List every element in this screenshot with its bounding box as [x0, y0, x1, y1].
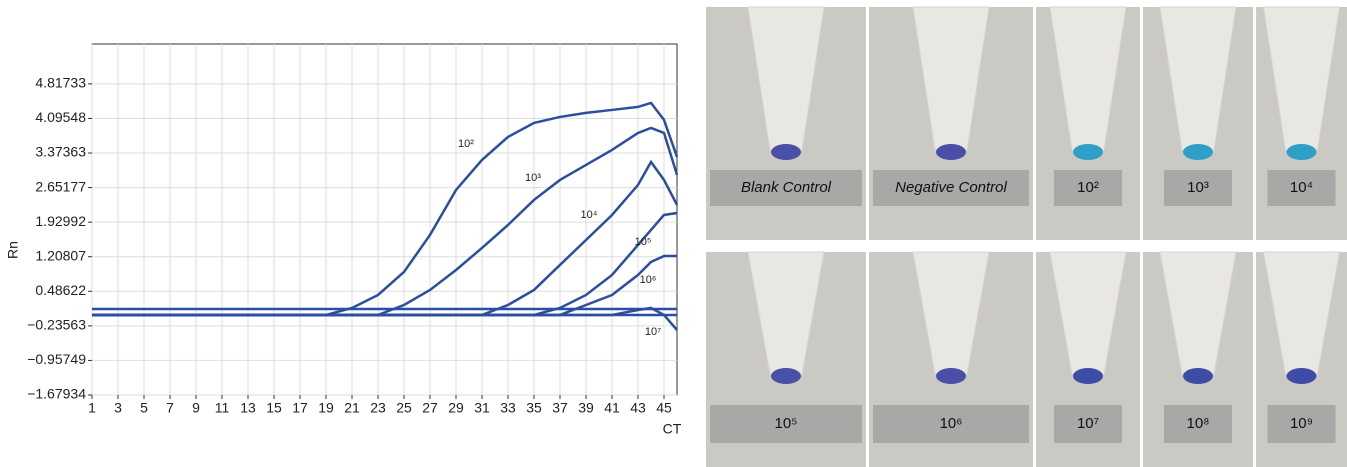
tube-liquid [1073, 144, 1103, 160]
y-tick-label: 2.65177 [35, 178, 86, 194]
x-tick-label: 17 [292, 400, 308, 416]
label-box [1054, 170, 1122, 206]
photo-label: 10⁹ [1290, 415, 1313, 432]
x-tick-label: 23 [370, 400, 386, 416]
tube-liquid [1286, 144, 1317, 160]
y-tick-label: 3.37363 [35, 144, 86, 160]
x-tick-label: 11 [215, 400, 230, 416]
tube-liquid [1286, 368, 1317, 384]
tube-liquid [1183, 368, 1213, 384]
x-tick-label: 21 [344, 400, 360, 416]
y-tick-label: 1.20807 [35, 247, 86, 263]
x-tick-label: 33 [500, 400, 516, 416]
y-tick-label: −0.23563 [27, 317, 86, 333]
y-tick-label: 1.92992 [35, 213, 86, 229]
x-tick-label: 27 [422, 400, 438, 416]
y-tick-label: −0.95749 [27, 351, 86, 367]
y-tick-label: 0.48622 [35, 282, 86, 298]
label-box [1164, 170, 1232, 206]
photo-label: 10³ [1187, 179, 1209, 196]
x-tick-label: 1 [88, 400, 96, 416]
label-box [1054, 405, 1122, 443]
photo-label: Negative Control [895, 179, 1007, 196]
x-tick-label: 35 [526, 400, 542, 416]
x-tick-label: 41 [604, 400, 620, 416]
x-tick-label: 37 [552, 400, 568, 416]
label-box [710, 405, 862, 443]
photo-panel: Blank Control Negative Control 10² 10³ 10⁴ 10… [706, 6, 1347, 467]
photo-label: 10⁵ [775, 415, 798, 432]
label-box [873, 405, 1029, 443]
x-tick-label: 19 [318, 400, 334, 416]
photo-label: 10⁷ [1077, 415, 1099, 432]
x-tick-label: 9 [192, 400, 200, 416]
photo-label: 10⁶ [940, 415, 963, 432]
x-tick-label: 43 [630, 400, 646, 416]
curve-label: 10² [458, 138, 474, 150]
series-line [92, 101, 679, 317]
x-tick-label: 29 [448, 400, 464, 416]
photo-label: 10⁸ [1186, 415, 1209, 432]
label-box [1164, 405, 1232, 443]
label-box [1267, 170, 1336, 206]
x-tick-label: 15 [266, 400, 282, 416]
tube-liquid [1183, 144, 1213, 160]
x-tick-label: 13 [240, 400, 256, 416]
label-box [1267, 405, 1336, 443]
label-box [710, 170, 862, 206]
label-box [873, 170, 1029, 206]
curve-label: 10⁵ [635, 236, 652, 248]
tube-liquid [1073, 368, 1103, 384]
curve-label: 10⁴ [581, 209, 598, 221]
photo-label: 10² [1077, 179, 1099, 196]
x-tick-label: 7 [166, 400, 174, 416]
tube-liquid [936, 144, 966, 160]
x-axis-label: CT [663, 421, 682, 437]
x-tick-label: 5 [140, 400, 148, 416]
photo-label: Blank Control [741, 179, 832, 196]
curve-label: 10⁶ [640, 274, 657, 286]
x-tick-label: 45 [656, 400, 672, 416]
tube-liquid [936, 368, 966, 384]
curve-label: 10³ [525, 172, 541, 184]
x-tick-label: 39 [578, 400, 594, 416]
x-tick-label: 3 [114, 400, 122, 416]
curve-label: 10⁷ [645, 326, 661, 338]
y-tick-label: 4.09548 [35, 109, 86, 125]
x-tick-label: 25 [396, 400, 412, 416]
y-axis-label: Rn [5, 241, 21, 259]
tube-liquid [771, 144, 801, 160]
y-tick-label: 4.81733 [35, 75, 86, 91]
y-tick-label: −1.67934 [27, 386, 86, 402]
photo-label: 10⁴ [1290, 179, 1313, 196]
x-tick-label: 31 [474, 400, 490, 416]
plot-frame [91, 43, 678, 396]
tube-liquid [771, 368, 801, 384]
grid [91, 44, 677, 396]
